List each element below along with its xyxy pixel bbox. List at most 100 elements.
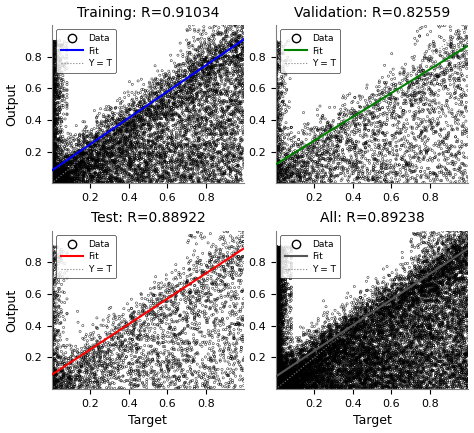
Point [96, 165, 104, 172]
Point [365, 345, 373, 352]
Point [280, 338, 287, 345]
Point [274, 277, 282, 284]
Point [458, 365, 465, 372]
Point [405, 375, 412, 382]
Point [110, 151, 118, 158]
Point [101, 123, 109, 129]
Point [92, 371, 100, 378]
Point [115, 313, 123, 320]
Point [289, 376, 296, 383]
Point [291, 362, 299, 369]
Point [408, 316, 416, 323]
Point [142, 363, 149, 370]
Point [219, 134, 226, 141]
Point [333, 142, 341, 149]
Point [203, 139, 210, 146]
Point [336, 336, 343, 343]
Point [170, 169, 177, 176]
Point [302, 162, 310, 169]
Point [365, 317, 373, 323]
Point [379, 169, 386, 176]
Point [307, 358, 314, 365]
Point [123, 126, 131, 132]
Point [448, 271, 456, 278]
Point [282, 385, 290, 391]
Point [328, 327, 336, 334]
Point [396, 384, 404, 391]
Point [164, 365, 171, 372]
Point [460, 284, 468, 291]
Point [54, 149, 61, 156]
Point [276, 271, 284, 278]
Point [384, 298, 392, 305]
Point [155, 113, 162, 120]
Point [140, 156, 147, 163]
Point [161, 378, 168, 385]
Point [402, 343, 410, 349]
Point [286, 362, 293, 369]
Point [343, 378, 350, 385]
Point [345, 174, 353, 181]
Point [420, 276, 428, 283]
Point [305, 356, 313, 363]
Point [379, 382, 386, 389]
Point [374, 144, 382, 151]
Point [56, 149, 64, 156]
Point [464, 309, 471, 316]
Point [395, 372, 403, 379]
Point [464, 240, 472, 247]
Point [412, 265, 420, 272]
Point [393, 305, 401, 312]
Point [338, 319, 346, 326]
Point [458, 375, 465, 381]
Point [49, 123, 57, 130]
Point [127, 120, 135, 127]
Point [367, 306, 375, 313]
Point [198, 333, 206, 339]
Point [232, 77, 239, 84]
Point [361, 321, 369, 328]
Point [64, 171, 72, 178]
Point [401, 280, 409, 287]
Point [380, 382, 387, 389]
Point [65, 158, 73, 165]
Point [209, 144, 216, 151]
Point [456, 268, 464, 275]
Point [310, 167, 318, 174]
Point [420, 351, 428, 358]
Point [59, 170, 67, 177]
Point [410, 282, 418, 289]
Point [411, 378, 419, 385]
Point [357, 375, 365, 382]
Point [55, 136, 63, 142]
Point [78, 155, 86, 162]
Point [383, 331, 391, 338]
Point [430, 286, 438, 293]
Point [456, 343, 463, 349]
Point [453, 355, 461, 362]
Point [399, 372, 407, 379]
Point [274, 351, 282, 358]
Point [275, 139, 283, 146]
Point [311, 383, 319, 390]
Point [191, 137, 199, 144]
Point [276, 375, 283, 381]
Point [445, 247, 453, 254]
Point [238, 367, 246, 374]
Point [414, 383, 421, 390]
Point [273, 384, 280, 391]
Point [462, 269, 469, 276]
Point [432, 256, 439, 263]
Point [134, 333, 142, 340]
Point [434, 266, 441, 273]
Point [330, 345, 337, 352]
Point [300, 347, 308, 354]
Point [272, 252, 280, 259]
Point [436, 259, 444, 266]
Point [408, 316, 415, 323]
Point [289, 352, 296, 359]
Point [432, 100, 440, 107]
Point [464, 227, 471, 234]
Point [91, 360, 99, 367]
Point [417, 130, 425, 137]
